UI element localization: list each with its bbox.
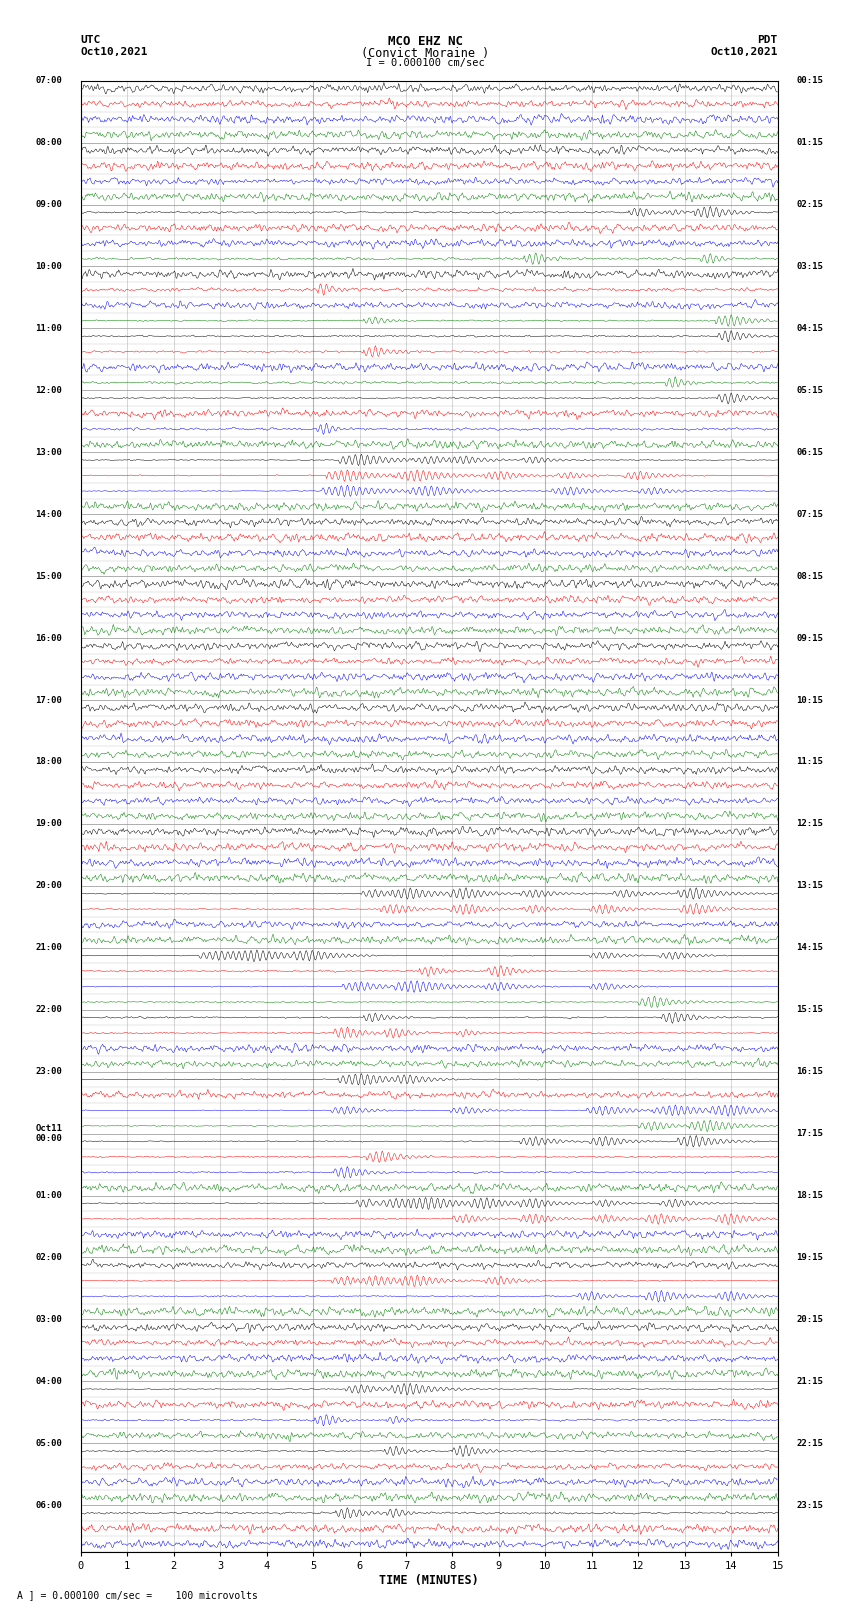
Text: 02:00: 02:00: [36, 1253, 62, 1261]
Text: 22:00: 22:00: [36, 1005, 62, 1015]
Text: A ] = 0.000100 cm/sec =    100 microvolts: A ] = 0.000100 cm/sec = 100 microvolts: [17, 1590, 258, 1600]
Text: 00:15: 00:15: [796, 76, 823, 85]
Text: I = 0.000100 cm/sec: I = 0.000100 cm/sec: [366, 58, 484, 68]
Text: 14:15: 14:15: [796, 944, 823, 952]
Text: 18:00: 18:00: [36, 758, 62, 766]
Text: 21:15: 21:15: [796, 1378, 823, 1386]
Text: 05:15: 05:15: [796, 386, 823, 395]
Text: 13:15: 13:15: [796, 881, 823, 890]
Text: 04:15: 04:15: [796, 324, 823, 332]
Text: 15:15: 15:15: [796, 1005, 823, 1015]
Text: 23:00: 23:00: [36, 1068, 62, 1076]
Text: 19:15: 19:15: [796, 1253, 823, 1261]
Text: 22:15: 22:15: [796, 1439, 823, 1448]
Text: 01:15: 01:15: [796, 139, 823, 147]
Text: 16:15: 16:15: [796, 1068, 823, 1076]
Text: 08:00: 08:00: [36, 139, 62, 147]
Text: Oct10,2021: Oct10,2021: [81, 47, 148, 56]
Text: 04:00: 04:00: [36, 1378, 62, 1386]
Text: 18:15: 18:15: [796, 1190, 823, 1200]
Text: 15:00: 15:00: [36, 571, 62, 581]
Text: 17:15: 17:15: [796, 1129, 823, 1139]
Text: 02:15: 02:15: [796, 200, 823, 210]
Text: 06:00: 06:00: [36, 1500, 62, 1510]
Text: 21:00: 21:00: [36, 944, 62, 952]
Text: 08:15: 08:15: [796, 571, 823, 581]
X-axis label: TIME (MINUTES): TIME (MINUTES): [379, 1574, 479, 1587]
Text: 20:15: 20:15: [796, 1315, 823, 1324]
Text: 20:00: 20:00: [36, 881, 62, 890]
Text: 12:15: 12:15: [796, 819, 823, 829]
Text: Oct10,2021: Oct10,2021: [711, 47, 778, 56]
Text: 09:15: 09:15: [796, 634, 823, 642]
Text: 01:00: 01:00: [36, 1190, 62, 1200]
Text: 07:00: 07:00: [36, 76, 62, 85]
Text: MCO EHZ NC: MCO EHZ NC: [388, 35, 462, 48]
Text: 19:00: 19:00: [36, 819, 62, 829]
Text: 11:00: 11:00: [36, 324, 62, 332]
Text: 07:15: 07:15: [796, 510, 823, 519]
Text: 03:00: 03:00: [36, 1315, 62, 1324]
Text: 10:00: 10:00: [36, 261, 62, 271]
Text: Oct11
00:00: Oct11 00:00: [36, 1124, 62, 1144]
Text: PDT: PDT: [757, 35, 778, 45]
Text: 06:15: 06:15: [796, 448, 823, 456]
Text: (Convict Moraine ): (Convict Moraine ): [361, 47, 489, 60]
Text: 10:15: 10:15: [796, 695, 823, 705]
Text: 13:00: 13:00: [36, 448, 62, 456]
Text: 12:00: 12:00: [36, 386, 62, 395]
Text: 23:15: 23:15: [796, 1500, 823, 1510]
Text: 05:00: 05:00: [36, 1439, 62, 1448]
Text: 03:15: 03:15: [796, 261, 823, 271]
Text: 09:00: 09:00: [36, 200, 62, 210]
Text: 11:15: 11:15: [796, 758, 823, 766]
Text: 14:00: 14:00: [36, 510, 62, 519]
Text: UTC: UTC: [81, 35, 101, 45]
Text: 17:00: 17:00: [36, 695, 62, 705]
Text: 16:00: 16:00: [36, 634, 62, 642]
